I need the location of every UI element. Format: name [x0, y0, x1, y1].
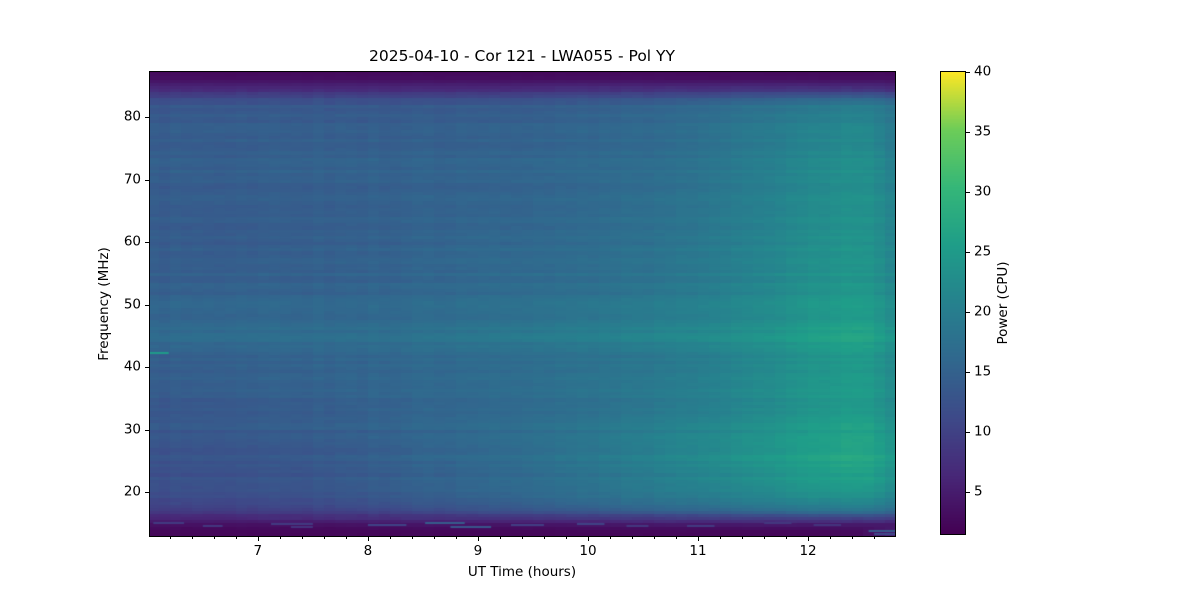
colorbar-tick-label: 25: [974, 243, 992, 260]
x-minor-tick-mark: [345, 537, 347, 539]
y-tick-mark: [145, 492, 149, 494]
colorbar-tick-label: 10: [974, 423, 992, 440]
x-minor-tick-mark: [786, 537, 788, 539]
colorbar-tick-label: 35: [974, 123, 992, 140]
y-tick-mark: [145, 367, 149, 369]
x-tick-label: 8: [363, 543, 373, 559]
x-minor-tick-mark: [389, 537, 391, 539]
x-tick-mark: [808, 537, 810, 541]
x-minor-tick-mark: [279, 537, 281, 539]
y-axis-label: Frequency (MHz): [96, 247, 112, 361]
colorbar-tick-label: 15: [974, 363, 992, 380]
y-tick-label: 30: [123, 420, 141, 437]
x-axis-label: UT Time (hours): [467, 564, 577, 580]
colorbar-tick-mark: [966, 72, 970, 73]
colorbar-tick-mark: [966, 252, 970, 253]
colorbar-tick-mark: [966, 312, 970, 313]
x-tick-label: 9: [473, 543, 483, 559]
x-tick-mark: [367, 537, 369, 541]
x-minor-tick-mark: [543, 537, 545, 539]
x-minor-tick-mark: [830, 537, 832, 539]
x-minor-tick-mark: [720, 537, 722, 539]
x-minor-tick-mark: [609, 537, 611, 539]
x-tick-label: 12: [799, 543, 817, 559]
x-tick-mark: [698, 537, 700, 541]
y-tick-label: 70: [123, 170, 141, 187]
y-tick-label: 40: [123, 358, 141, 375]
x-minor-tick-mark: [676, 537, 677, 539]
x-minor-tick-mark: [654, 537, 655, 539]
colorbar-tick-mark: [966, 372, 970, 373]
x-minor-tick-mark: [433, 537, 435, 539]
colorbar-tick-mark: [966, 192, 970, 193]
chart-title: 2025-04-10 - Cor 121 - LWA055 - Pol YY: [369, 47, 675, 65]
y-tick-label: 20: [123, 483, 141, 500]
colorbar-tick-label: 5: [974, 483, 983, 500]
x-minor-tick-mark: [521, 537, 523, 539]
y-tick-label: 80: [123, 108, 141, 125]
colorbar-label: Power (CPU): [995, 261, 1011, 345]
x-minor-tick-mark: [169, 537, 171, 539]
y-tick-mark: [145, 117, 149, 119]
x-minor-tick-mark: [323, 537, 325, 539]
x-minor-tick-mark: [411, 537, 413, 539]
x-tick-mark: [477, 537, 479, 541]
x-minor-tick-mark: [742, 537, 744, 539]
colorbar-tick-label: 20: [974, 303, 992, 320]
colorbar-tick-mark: [966, 492, 970, 493]
x-minor-tick-mark: [213, 537, 215, 539]
x-minor-tick-mark: [565, 537, 567, 539]
x-minor-tick-mark: [499, 537, 501, 539]
colorbar-tick-mark: [966, 432, 970, 433]
x-tick-label: 10: [579, 543, 597, 559]
y-tick-label: 50: [123, 295, 141, 312]
x-tick-mark: [257, 537, 259, 541]
x-minor-tick-mark: [631, 537, 633, 539]
heatmap-plot-area: [149, 71, 896, 537]
y-tick-label: 60: [123, 233, 141, 250]
x-minor-tick-mark: [455, 537, 457, 539]
spectrogram-canvas: [150, 72, 895, 536]
y-tick-mark: [145, 304, 149, 306]
colorbar-tick-mark: [966, 132, 970, 133]
colorbar-tick-label: 30: [974, 183, 992, 200]
colorbar-tick-label: 40: [974, 63, 992, 80]
y-tick-mark: [145, 429, 149, 431]
x-minor-tick-mark: [235, 537, 237, 539]
x-tick-label: 11: [689, 543, 707, 559]
x-minor-tick-mark: [764, 537, 766, 539]
x-minor-tick-mark: [301, 537, 303, 539]
x-minor-tick-mark: [874, 537, 876, 539]
x-minor-tick-mark: [191, 537, 193, 539]
x-minor-tick-mark: [852, 537, 854, 539]
y-tick-mark: [145, 179, 149, 181]
x-tick-mark: [587, 537, 589, 541]
x-tick-label: 7: [253, 543, 263, 559]
colorbar-canvas: [941, 72, 965, 534]
colorbar: [940, 71, 966, 535]
y-tick-mark: [145, 242, 149, 244]
